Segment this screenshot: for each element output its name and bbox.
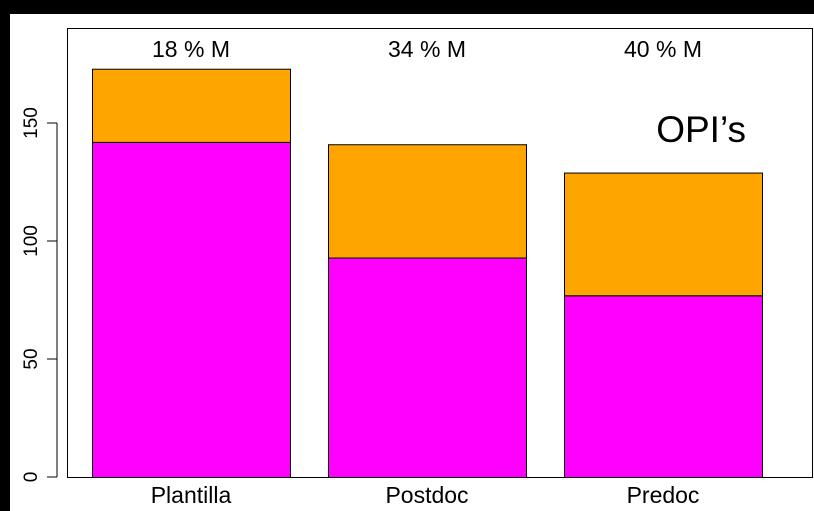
bar-top-label: 18 % M: [152, 36, 230, 62]
y-tick-label: 100: [21, 225, 42, 257]
stacked-bar-chart: 0 50 100 150 Plantilla Postdoc Predoc 18 % M 3…: [21, 28, 813, 508]
x-category-label: Postdoc: [385, 482, 468, 508]
bars: [92, 68, 763, 478]
bar-segment: [328, 144, 527, 259]
category-labels: Plantilla Postdoc Predoc: [151, 482, 700, 508]
chart-annotation: OPI’s: [656, 109, 746, 150]
bar-segment: [92, 68, 291, 143]
bar-top-label: 34 % M: [388, 36, 466, 62]
plot-frame: [67, 28, 813, 478]
y-tick-label: 0: [21, 472, 42, 483]
bar-segment: [92, 141, 291, 478]
bar-top-labels: 18 % M 34 % M 40 % M: [152, 36, 702, 62]
bar-top-label: 40 % M: [624, 36, 702, 62]
chart-area: 0 50 100 150 Plantilla Postdoc Predoc 18 % M 3…: [10, 14, 814, 511]
bar-segment: [564, 295, 763, 478]
x-category-label: Plantilla: [151, 482, 232, 508]
y-axis: 0 50 100 150: [21, 107, 58, 483]
bar-segment: [328, 257, 527, 478]
y-tick-label: 50: [21, 348, 42, 369]
y-tick-label: 150: [21, 107, 42, 139]
x-category-label: Predoc: [627, 482, 700, 508]
bar-segment: [564, 172, 763, 297]
